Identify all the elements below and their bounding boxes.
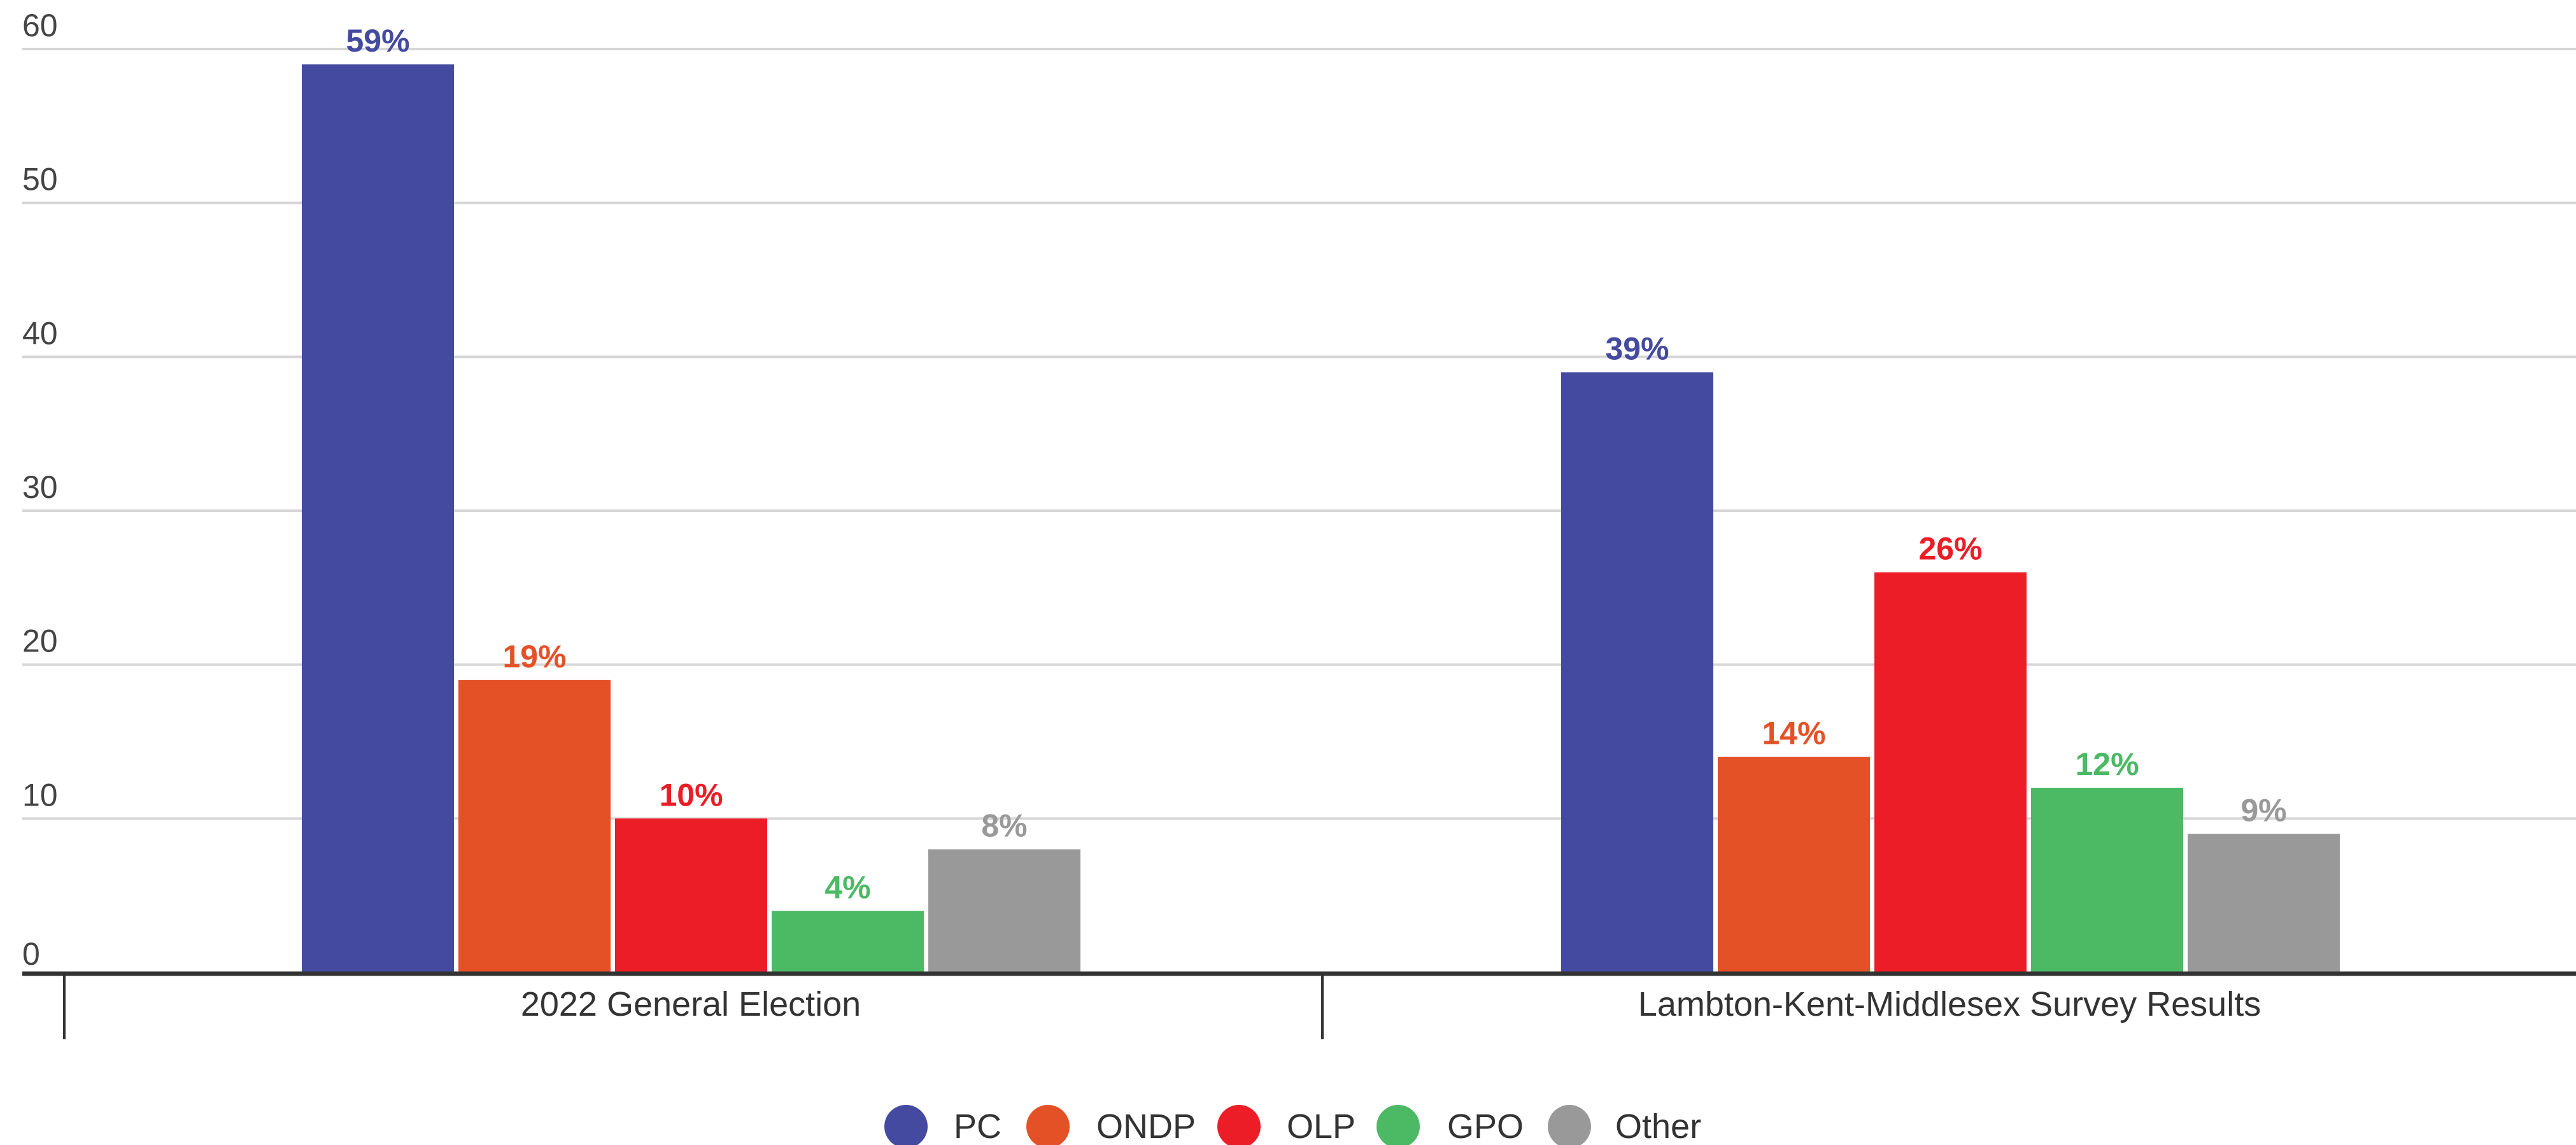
y-tick-label: 20 bbox=[22, 623, 58, 659]
bars bbox=[302, 64, 2340, 973]
data-label-gpo-1: 4% bbox=[824, 869, 870, 905]
y-axis-ticks: 0 10 20 30 40 50 60 bbox=[22, 8, 58, 972]
bar-olp-2 bbox=[1874, 572, 2027, 972]
legend-swatch-pc bbox=[884, 1105, 928, 1145]
legend-swatch-olp bbox=[1217, 1105, 1261, 1145]
x-category-label: Lambton-Kent-Middlesex Survey Results bbox=[1638, 985, 2261, 1023]
legend-swatch-other bbox=[1548, 1105, 1591, 1145]
data-label-gpo-2: 12% bbox=[2075, 746, 2139, 782]
bar-olp-1 bbox=[615, 818, 767, 972]
legend-swatch-gpo bbox=[1376, 1105, 1420, 1145]
bar-ondp-2 bbox=[1718, 757, 1870, 972]
data-label-olp-2: 26% bbox=[1918, 531, 1982, 567]
bar-pc-1 bbox=[302, 64, 454, 973]
legend-label-other: Other bbox=[1615, 1107, 1701, 1145]
data-label-ondp-2: 14% bbox=[1762, 716, 1825, 751]
data-label-other-1: 8% bbox=[981, 808, 1027, 844]
bar-pc-2 bbox=[1561, 372, 1713, 972]
legend-label-olp: OLP bbox=[1287, 1107, 1355, 1145]
y-tick-label: 30 bbox=[22, 469, 58, 505]
y-tick-label: 40 bbox=[22, 315, 58, 351]
bar-other-1 bbox=[928, 849, 1080, 972]
bar-gpo-1 bbox=[772, 911, 924, 972]
legend-label-gpo: GPO bbox=[1447, 1107, 1524, 1145]
x-axis: 2022 General Election Lambton-Kent-Middle… bbox=[22, 971, 2576, 1039]
bar-ondp-1 bbox=[458, 679, 611, 972]
legend: PC ONDP OLP GPO Other bbox=[884, 1105, 1701, 1145]
legend-label-ondp: ONDP bbox=[1096, 1107, 1196, 1145]
data-label-ondp-1: 19% bbox=[502, 639, 566, 674]
data-label-olp-1: 10% bbox=[659, 777, 723, 813]
y-tick-label: 60 bbox=[22, 8, 58, 43]
y-tick-label: 50 bbox=[22, 162, 58, 197]
legend-label-pc: PC bbox=[954, 1107, 1001, 1145]
data-label-pc-1: 59% bbox=[346, 23, 409, 59]
data-label-other-2: 9% bbox=[2240, 793, 2286, 829]
bar-gpo-2 bbox=[2031, 788, 2183, 972]
x-category-label: 2022 General Election bbox=[521, 985, 861, 1023]
data-labels: 59% 19% 10% 4% 8% 39% 14% 26% 12% 9% bbox=[346, 23, 2286, 905]
y-tick-label: 10 bbox=[22, 777, 58, 813]
legend-swatch-ondp bbox=[1026, 1105, 1070, 1145]
data-label-pc-2: 39% bbox=[1605, 331, 1669, 367]
y-tick-label: 0 bbox=[22, 936, 40, 972]
bar-other-2 bbox=[2188, 834, 2340, 972]
